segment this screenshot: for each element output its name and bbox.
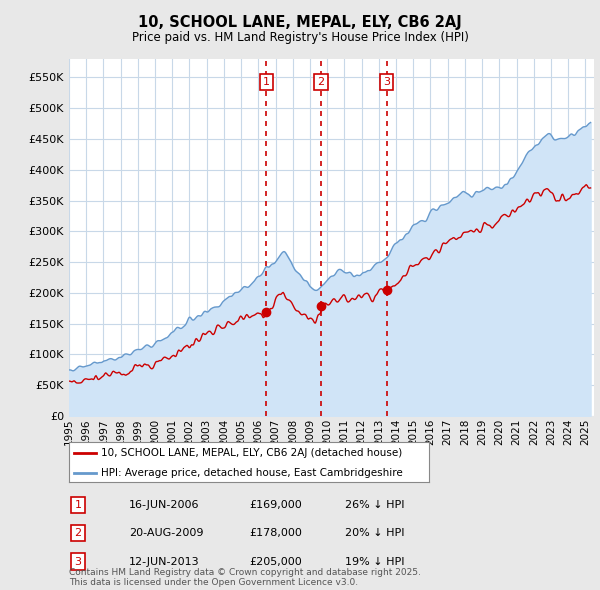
Text: 3: 3 [74, 556, 82, 566]
Text: 10, SCHOOL LANE, MEPAL, ELY, CB6 2AJ (detached house): 10, SCHOOL LANE, MEPAL, ELY, CB6 2AJ (de… [101, 448, 403, 458]
Text: 26% ↓ HPI: 26% ↓ HPI [345, 500, 404, 510]
Text: £178,000: £178,000 [249, 528, 302, 538]
Text: 19% ↓ HPI: 19% ↓ HPI [345, 556, 404, 566]
Text: 16-JUN-2006: 16-JUN-2006 [129, 500, 199, 510]
Text: 20% ↓ HPI: 20% ↓ HPI [345, 528, 404, 538]
Text: £205,000: £205,000 [249, 556, 302, 566]
Text: 20-AUG-2009: 20-AUG-2009 [129, 528, 203, 538]
Text: 2: 2 [74, 528, 82, 538]
Text: £169,000: £169,000 [249, 500, 302, 510]
Text: 12-JUN-2013: 12-JUN-2013 [129, 556, 200, 566]
Text: 10, SCHOOL LANE, MEPAL, ELY, CB6 2AJ: 10, SCHOOL LANE, MEPAL, ELY, CB6 2AJ [138, 15, 462, 30]
Text: 3: 3 [383, 77, 390, 87]
Text: 1: 1 [74, 500, 82, 510]
Text: 2: 2 [317, 77, 325, 87]
Text: 1: 1 [263, 77, 270, 87]
Text: Price paid vs. HM Land Registry's House Price Index (HPI): Price paid vs. HM Land Registry's House … [131, 31, 469, 44]
Text: Contains HM Land Registry data © Crown copyright and database right 2025.
This d: Contains HM Land Registry data © Crown c… [69, 568, 421, 587]
Text: HPI: Average price, detached house, East Cambridgeshire: HPI: Average price, detached house, East… [101, 468, 403, 478]
